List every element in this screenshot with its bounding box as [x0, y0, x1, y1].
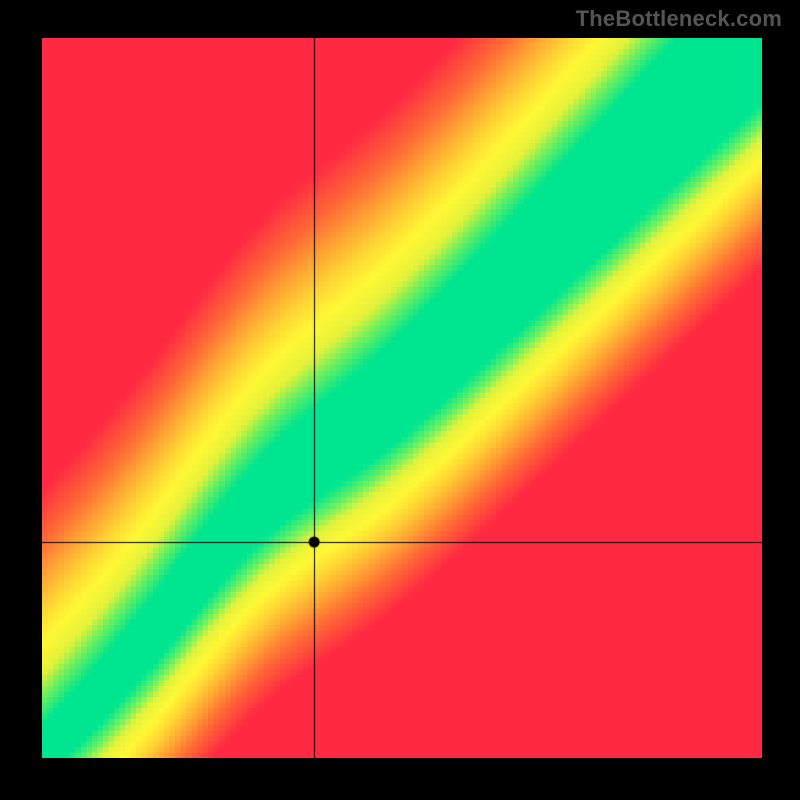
- chart-container: TheBottleneck.com: [0, 0, 800, 800]
- watermark-text: TheBottleneck.com: [576, 6, 782, 32]
- crosshair-overlay: [42, 38, 762, 758]
